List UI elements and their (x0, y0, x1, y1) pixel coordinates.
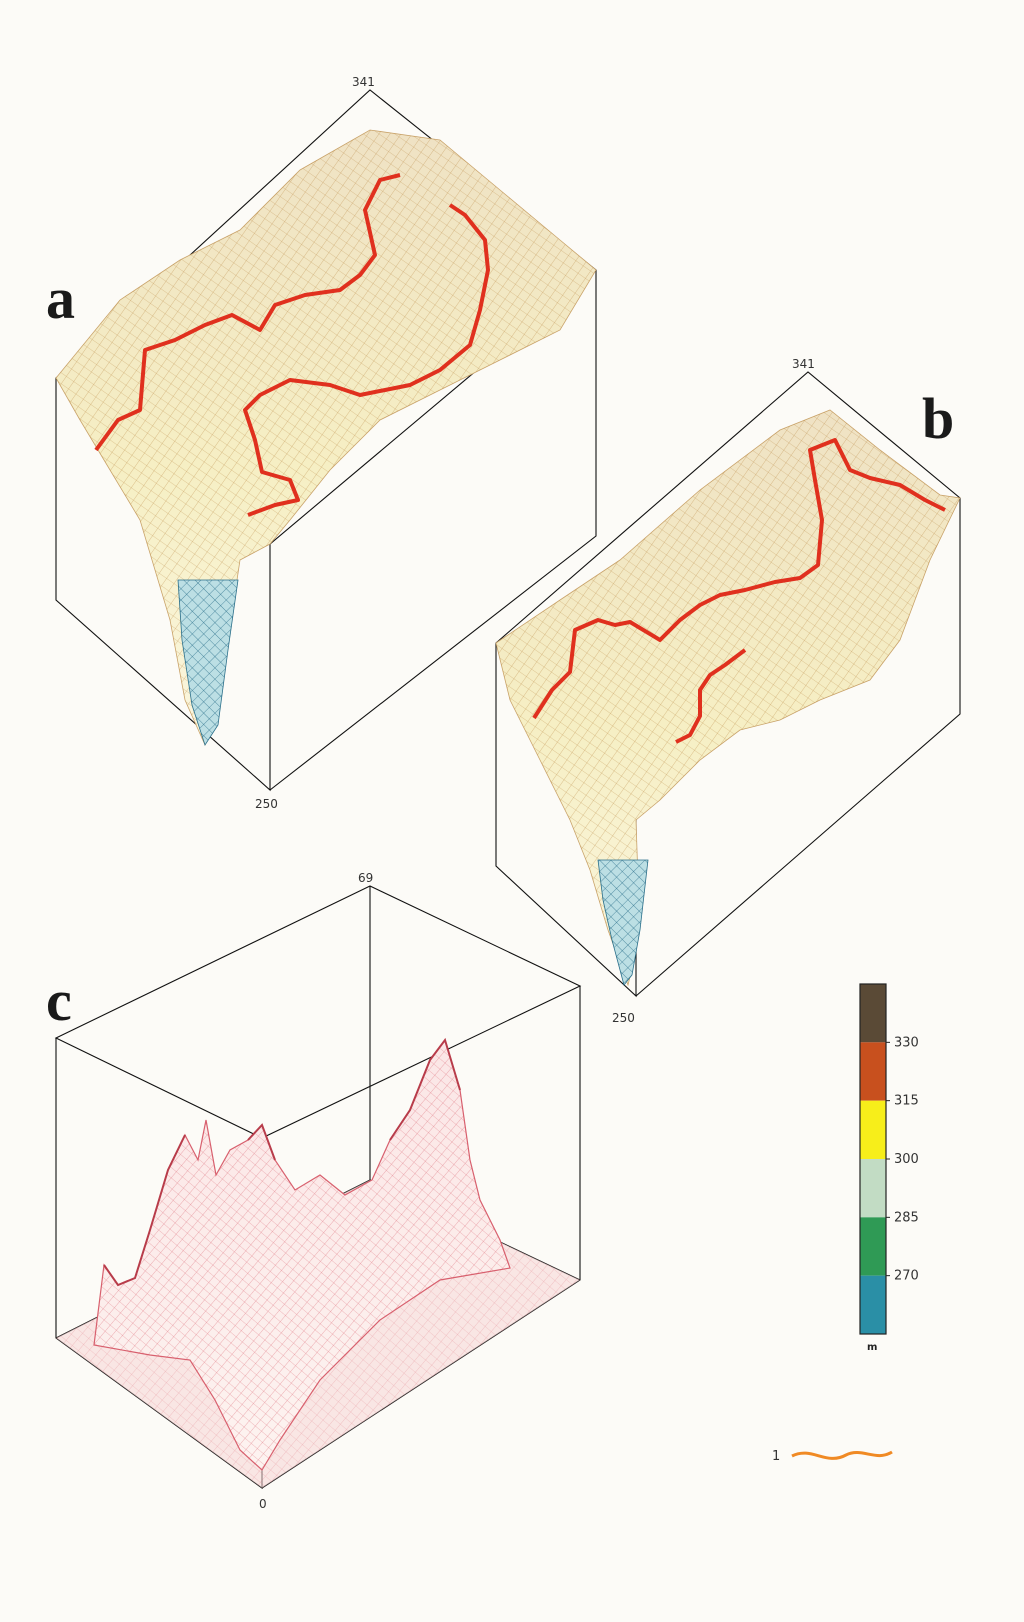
legend-ticks: 330 315 300 285 270 (886, 1035, 919, 1284)
panel-c: c 69 0 (46, 871, 582, 1511)
panel-a-contours (94, 173, 490, 517)
legend-band (860, 984, 886, 1043)
legend-band (860, 1217, 886, 1276)
panel-c-bottom-value: 0 (259, 1497, 267, 1511)
legend-band (860, 1275, 886, 1334)
panel-a-bottom-value: 250 (255, 797, 278, 811)
line-key: 1 (772, 1449, 893, 1464)
panel-a-label: a (46, 266, 75, 331)
legend-color-bands (860, 984, 886, 1334)
panel-b: b 341 250 (495, 357, 961, 1025)
elevation-legend: 330 315 300 285 270 m (859, 983, 919, 1353)
legend-tick-label: 300 (894, 1152, 919, 1167)
legend-tick-label: 285 (894, 1210, 919, 1225)
panel-c-label: c (46, 968, 72, 1033)
panel-a-top-value: 341 (352, 75, 375, 89)
panel-b-contours (532, 438, 946, 744)
panel-b-label: b (922, 386, 954, 451)
panel-b-mesh (496, 410, 960, 985)
legend-band (860, 1100, 886, 1159)
legend-tick-label: 270 (894, 1269, 919, 1284)
panel-b-top-value: 341 (792, 357, 815, 371)
panel-a: a 341 250 (46, 75, 597, 811)
legend-band (860, 1042, 886, 1101)
line-key-swatch (791, 1450, 893, 1460)
panel-c-ridges (103, 1037, 461, 1287)
panel-b-bottom-value: 250 (612, 1011, 635, 1025)
legend-band (860, 1159, 886, 1218)
panel-c-top-value: 69 (358, 871, 373, 885)
legend-tick-label: 330 (894, 1035, 919, 1050)
line-key-label: 1 (772, 1449, 780, 1464)
legend-tick-label: 315 (894, 1094, 919, 1109)
legend-unit: m (867, 1342, 877, 1353)
